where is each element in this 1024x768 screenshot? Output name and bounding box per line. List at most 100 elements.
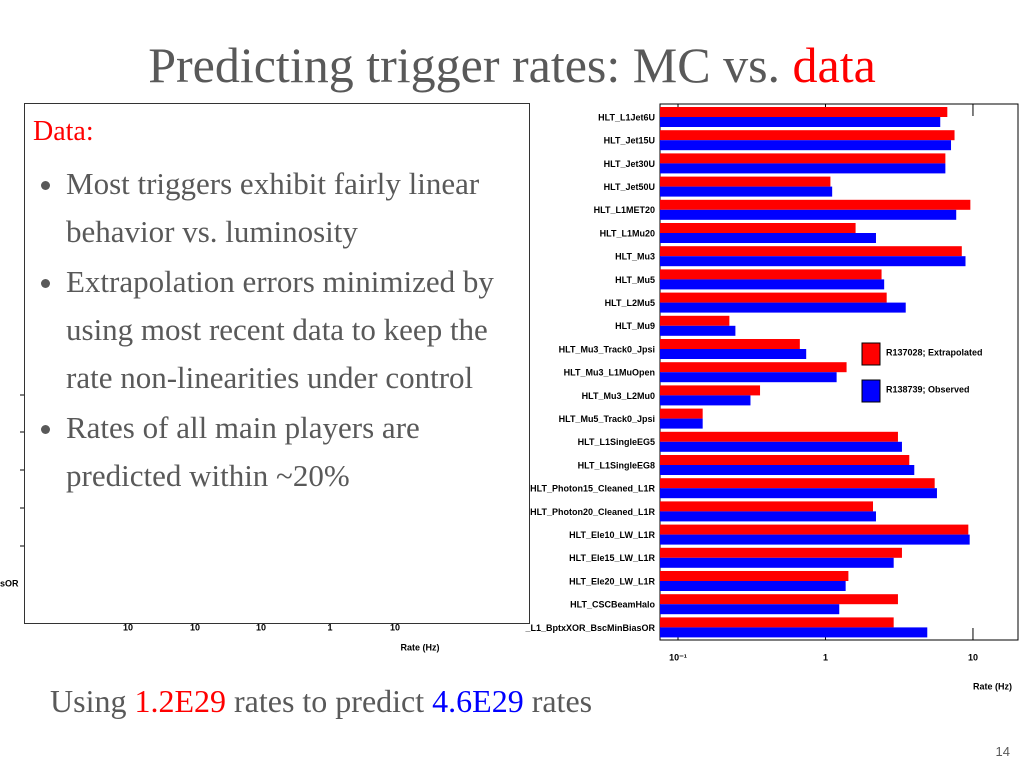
bar bbox=[660, 385, 761, 396]
bg-tick-label: 10 bbox=[190, 622, 200, 632]
footer-value: 1.2E29 bbox=[134, 683, 226, 719]
bar bbox=[660, 186, 833, 197]
y-tick-label: HLT_L2Mu5 bbox=[605, 298, 655, 308]
page-number: 14 bbox=[995, 744, 1010, 759]
bg-tick-label: 10 bbox=[390, 622, 400, 632]
legend-label: R137028; Extrapolated bbox=[886, 347, 983, 357]
y-tick-label: HLT_L1SingleEG8 bbox=[578, 460, 655, 470]
bar bbox=[660, 349, 807, 359]
bar bbox=[660, 372, 837, 383]
bar bbox=[660, 604, 840, 615]
legend-swatch bbox=[861, 379, 881, 403]
bar bbox=[660, 547, 902, 558]
text-box: Data: Most triggers exhibit fairly linea… bbox=[24, 103, 530, 624]
bar bbox=[660, 441, 902, 452]
bar bbox=[660, 140, 952, 151]
y-tick-label: HLT_Jet15U bbox=[604, 136, 655, 146]
footer: Using 1.2E29 rates to predict 4.6E29 rat… bbox=[50, 683, 592, 720]
bar bbox=[660, 511, 876, 522]
bar bbox=[660, 117, 941, 127]
bar bbox=[660, 153, 946, 164]
y-tick-label: HLT_L1MET20 bbox=[594, 205, 655, 215]
title-text: Predicting trigger rates: MC vs. bbox=[148, 37, 793, 93]
y-tick-label: HLT_Jet50U bbox=[604, 182, 655, 192]
y-tick-label: HLT_L1Jet6U bbox=[598, 112, 655, 122]
bar bbox=[660, 292, 887, 303]
footer-text: rates to predict bbox=[226, 683, 433, 719]
y-tick-label: _L1_BptxXOR_BscMinBiasOR bbox=[524, 623, 655, 633]
bg-tick-label: 1 bbox=[327, 622, 332, 632]
bar bbox=[660, 581, 846, 591]
bullet: Most triggers exhibit fairly linear beha… bbox=[66, 160, 521, 256]
y-tick-label: HLT_Mu9 bbox=[615, 321, 655, 331]
bar bbox=[660, 209, 957, 220]
bar bbox=[660, 176, 831, 187]
bar bbox=[660, 223, 856, 233]
footer-text: Using bbox=[50, 683, 135, 719]
bullet: Rates of all main players are predicted … bbox=[66, 404, 521, 500]
y-tick-label: HLT_Mu5_Track0_Jpsi bbox=[559, 414, 655, 424]
bar bbox=[660, 571, 849, 581]
y-tick-label: HLT_Photon15_Cleaned_L1R bbox=[530, 484, 655, 494]
bar bbox=[660, 246, 962, 257]
bg-tick-label: 10 bbox=[256, 622, 266, 632]
x-tick-label: 10⁻¹ bbox=[669, 652, 687, 662]
y-tick-label: HLT_Ele10_LW_L1R bbox=[569, 530, 655, 540]
bar bbox=[660, 617, 894, 628]
x-tick-label: 1 bbox=[823, 652, 828, 662]
bar bbox=[660, 465, 915, 475]
bar bbox=[660, 557, 894, 568]
footer-text: rates bbox=[523, 683, 593, 719]
y-tick-label: HLT_Mu5 bbox=[615, 275, 655, 285]
bar bbox=[660, 269, 882, 280]
bar bbox=[660, 488, 937, 499]
bar bbox=[660, 256, 966, 267]
bar bbox=[660, 594, 898, 605]
bullet: Extrapolation errors minimized by using … bbox=[66, 258, 521, 402]
bar bbox=[660, 339, 800, 349]
legend-label: R138739; Observed bbox=[886, 384, 970, 394]
bar bbox=[660, 524, 969, 535]
bar bbox=[660, 478, 935, 489]
bg-category: sOR bbox=[0, 578, 19, 588]
bar bbox=[660, 302, 906, 313]
bar bbox=[660, 279, 885, 290]
bar bbox=[660, 431, 898, 442]
y-tick-label: HLT_Mu3_Track0_Jpsi bbox=[559, 344, 655, 354]
y-tick-label: HLT_Mu3 bbox=[615, 252, 655, 262]
bar bbox=[660, 315, 730, 326]
bar bbox=[660, 534, 970, 545]
bar bbox=[660, 418, 703, 429]
bar bbox=[660, 107, 948, 117]
bar bbox=[660, 501, 874, 512]
slide-title: Predicting trigger rates: MC vs. data bbox=[0, 36, 1024, 94]
box-heading: Data: bbox=[33, 116, 94, 147]
legend-swatch bbox=[861, 342, 881, 366]
y-tick-label: HLT_Mu3_L2Mu0 bbox=[582, 391, 655, 401]
y-tick-label: HLT_Jet30U bbox=[604, 159, 655, 169]
bar bbox=[660, 233, 876, 243]
bar bbox=[660, 408, 703, 419]
bar bbox=[660, 395, 751, 406]
y-tick-label: HLT_L1SingleEG5 bbox=[578, 437, 655, 447]
y-tick-label: HLT_CSCBeamHalo bbox=[570, 600, 655, 610]
x-tick-label: 10 bbox=[968, 652, 978, 662]
bar bbox=[660, 455, 910, 465]
bar bbox=[660, 130, 955, 141]
bar bbox=[660, 627, 928, 638]
bar bbox=[660, 199, 971, 210]
bg-tick-label: 10 bbox=[123, 622, 133, 632]
y-tick-label: HLT_L1Mu20 bbox=[600, 228, 655, 238]
y-tick-label: HLT_Mu3_L1MuOpen bbox=[564, 368, 655, 378]
title-highlight: data bbox=[792, 37, 876, 93]
bullet-list: Most triggers exhibit fairly linear beha… bbox=[33, 160, 521, 500]
bar bbox=[660, 325, 736, 336]
bg-axis-label: Rate (Hz) bbox=[400, 642, 439, 652]
y-tick-label: HLT_Photon20_Cleaned_L1R bbox=[530, 507, 655, 517]
footer-value: 4.6E29 bbox=[432, 683, 524, 719]
x-axis-label: Rate (Hz) bbox=[973, 681, 1012, 691]
bar bbox=[660, 163, 946, 174]
bar bbox=[660, 362, 847, 373]
